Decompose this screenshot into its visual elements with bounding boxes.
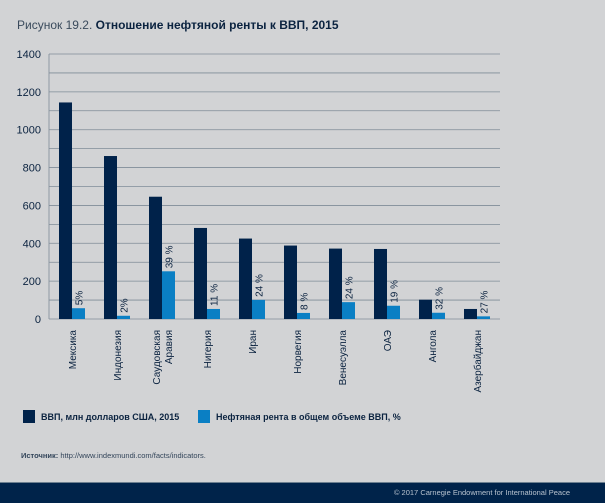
legend-label: Нефтяная рента в общем объеме ВВП, % bbox=[216, 411, 401, 422]
bar-data-label: 19 % bbox=[390, 280, 401, 303]
y-tick-label: 0 bbox=[35, 314, 41, 326]
bar-data-label: 32 % bbox=[435, 287, 446, 310]
x-tick-label: Индонезия bbox=[113, 330, 124, 381]
y-tick-label: 1400 bbox=[17, 49, 41, 61]
bar-oil-rent bbox=[342, 302, 355, 319]
bar-gdp bbox=[374, 248, 387, 319]
x-tick-label: Норвегия bbox=[293, 330, 304, 374]
bar-gdp bbox=[329, 248, 342, 319]
bar-data-label: 24 % bbox=[345, 276, 356, 299]
bar-oil-rent bbox=[477, 316, 490, 319]
x-tick-label: Нигерия bbox=[203, 330, 214, 368]
bar-chart: 0 200 400 600 800 1000 1200 1400 5% Мексика 2% Индо… bbox=[17, 49, 500, 393]
source-note: Источник: http://www.indexmundi.com/fact… bbox=[21, 451, 206, 460]
y-tick-label: 1000 bbox=[17, 125, 41, 137]
y-tick-label: 600 bbox=[23, 200, 41, 212]
x-tick-label: ОАЭ bbox=[383, 330, 394, 351]
x-tick-label: Ангола bbox=[428, 330, 439, 363]
bar-gdp bbox=[239, 238, 252, 319]
x-tick-label: Иран bbox=[248, 330, 259, 354]
bar-gdp bbox=[194, 227, 207, 319]
bar-oil-rent bbox=[72, 308, 85, 319]
bar-gdp bbox=[104, 156, 117, 319]
bar-gdp bbox=[149, 196, 162, 319]
copyright: © 2017 Carnegie Endowment for Internatio… bbox=[393, 488, 570, 497]
bar-oil-rent bbox=[297, 312, 310, 319]
bar-data-label: 27 % bbox=[480, 290, 491, 313]
bar-data-label: 8 % bbox=[300, 293, 311, 310]
bar-gdp bbox=[464, 308, 477, 319]
bar-gdp bbox=[59, 102, 72, 319]
bar-oil-rent bbox=[207, 308, 220, 319]
bar-oil-rent bbox=[117, 315, 130, 319]
bar-gdp bbox=[419, 299, 432, 319]
y-tick-label: 1200 bbox=[17, 87, 41, 99]
bar-oil-rent bbox=[252, 299, 265, 319]
title-text: Отношение нефтяной ренты к ВВП, 2015 bbox=[95, 18, 339, 32]
x-tick-label: Азербайджан bbox=[472, 330, 484, 393]
chart-title: Рисунок 19.2. Отношение нефтяной ренты к… bbox=[17, 18, 339, 32]
x-tick-label: Венесуэлла bbox=[338, 330, 349, 386]
legend-label: ВВП, млн долларов США, 2015 bbox=[41, 411, 180, 422]
legend-swatch bbox=[198, 410, 210, 423]
x-tick-label: Аравия bbox=[164, 330, 175, 364]
legend-item-oil-rent: Нефтяная рента в общем объеме ВВП, % bbox=[198, 410, 401, 423]
bar-data-label: 5% bbox=[75, 291, 86, 306]
bar-data-label: 24 % bbox=[255, 274, 266, 297]
bar-data-label: 2% bbox=[120, 298, 131, 313]
bar-oil-rent bbox=[387, 305, 400, 319]
footer: © 2017 Carnegie Endowment for Internatio… bbox=[0, 482, 605, 503]
y-tick-label: 800 bbox=[23, 163, 41, 175]
bar-oil-rent bbox=[162, 271, 175, 319]
source-url: http://www.indexmundi.com/facts/indicato… bbox=[60, 451, 206, 460]
bar-gdp bbox=[284, 245, 297, 319]
bar-data-label: 11 % bbox=[210, 284, 221, 306]
legend-swatch bbox=[23, 410, 35, 423]
figure-number: Рисунок 19.2. bbox=[17, 18, 93, 32]
bar-oil-rent bbox=[432, 312, 445, 319]
y-tick-label: 400 bbox=[23, 238, 41, 250]
x-tick-label: Мексика bbox=[68, 330, 79, 370]
y-tick-label: 200 bbox=[23, 276, 41, 288]
bar-data-label: 39 % bbox=[165, 245, 176, 268]
source-label: Источник: bbox=[21, 451, 59, 460]
legend-item-gdp: ВВП, млн долларов США, 2015 bbox=[23, 410, 179, 423]
x-tick-label: Саудовская bbox=[152, 330, 163, 385]
